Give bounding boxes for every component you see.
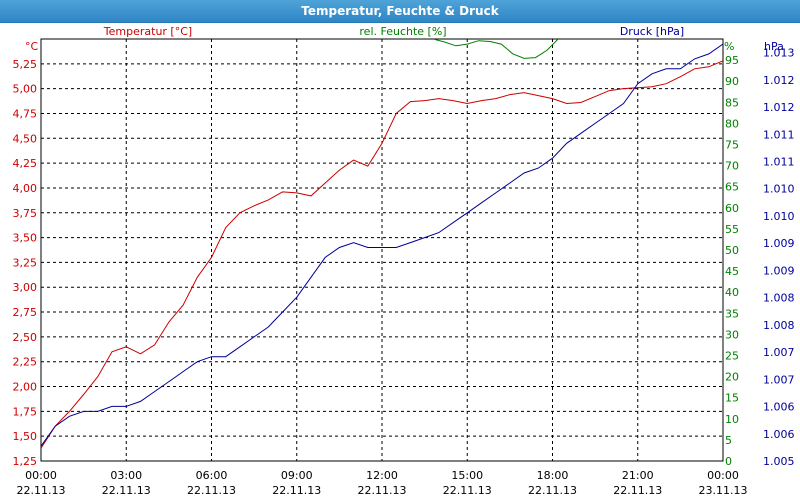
x-tick-date: 22.11.13 [272,484,321,497]
x-tick-time: 09:00 [281,469,313,482]
x-tick-time: 06:00 [196,469,228,482]
y-left-unit: °C [25,40,39,53]
x-tick-time: 18:00 [537,469,569,482]
y-right-tick: 1.011 [763,156,795,169]
y-mid-tick: 30 [725,328,739,341]
y-left-tick: 3,50 [13,232,38,245]
x-tick-date: 22.11.13 [443,484,492,497]
pressure-line [41,43,723,447]
y-right-tick: 1.012 [763,101,795,114]
y-mid-tick: 45 [725,265,739,278]
y-left-tick: 4,75 [13,107,38,120]
y-mid-tick: 85 [725,96,739,109]
y-mid-tick: 95 [725,54,739,67]
x-tick-date: 22.11.13 [528,484,577,497]
plot-area [40,38,724,462]
y-mid-tick: 75 [725,139,739,152]
title-bar: Temperatur, Feuchte & Druck [0,0,800,23]
x-tick-time: 21:00 [622,469,654,482]
y-right-tick: 1.013 [763,47,795,60]
y-right-tick: 1.011 [763,128,795,141]
y-right-tick: 1.009 [763,237,795,250]
legend-pressure: Druck [hPa] [620,25,684,38]
x-tick-time: 03:00 [110,469,142,482]
y-left-tick: 2,50 [13,331,38,344]
temperature-line [41,60,723,449]
x-tick-date: 22.11.13 [358,484,407,497]
y-left-tick: 5,25 [13,58,38,71]
x-tick-date: 23.11.13 [699,484,748,497]
x-tick-date: 22.11.13 [102,484,151,497]
y-mid-tick: 20 [725,371,739,384]
y-mid-tick: 35 [725,307,739,320]
y-left-tick: 1,75 [13,405,38,418]
y-mid-tick: 40 [725,286,739,299]
y-mid-tick: 65 [725,181,739,194]
y-mid-tick: 70 [725,160,739,173]
y-left-tick: 4,00 [13,182,38,195]
y-right-tick: 1.007 [763,346,795,359]
y-mid-tick: 50 [725,244,739,257]
y-mid-tick: 15 [725,392,739,405]
y-left-tick: 3,25 [13,256,38,269]
y-right-tick: 1.010 [763,183,795,196]
y-mid-tick: 5 [725,434,732,447]
y-left-tick: 3,75 [13,207,38,220]
x-tick-time: 15:00 [451,469,483,482]
y-right-unit: hPa [764,40,784,53]
y-left-tick: 5,00 [13,83,38,96]
y-right-tick: 1.009 [763,264,795,277]
y-mid-tick: 80 [725,117,739,130]
x-tick-time: 00:00 [707,469,739,482]
y-mid-tick: 60 [725,202,739,215]
y-left-tick: 2,25 [13,356,38,369]
y-right-tick: 1.006 [763,401,795,414]
y-right-tick: 1.007 [763,373,795,386]
y-right-tick: 1.006 [763,428,795,441]
y-mid-tick: 25 [725,350,739,363]
y-mid-unit: % [724,40,734,53]
y-right-tick: 1.012 [763,74,795,87]
x-tick-date: 22.11.13 [17,484,66,497]
y-right-tick: 1.010 [763,210,795,223]
y-left-tick: 1,50 [13,430,38,443]
x-tick-time: 12:00 [366,469,398,482]
legend-temperature: Temperatur [°C] [103,25,192,38]
y-left-tick: 2,00 [13,381,38,394]
y-mid-tick: 10 [725,413,739,426]
y-right-tick: 1.008 [763,319,795,332]
y-left-tick: 4,25 [13,157,38,170]
window-title: Temperatur, Feuchte & Druck [301,4,499,18]
y-mid-tick: 90 [725,75,739,88]
y-left-tick: 2,75 [13,306,38,319]
x-tick-date: 22.11.13 [187,484,236,497]
y-left-tick: 1,25 [13,455,38,468]
y-right-tick: 1.005 [763,455,795,468]
y-left-tick: 3,00 [13,281,38,294]
x-tick-date: 22.11.13 [613,484,662,497]
y-left-tick: 4,50 [13,132,38,145]
humidity-line [433,39,559,59]
legend-humidity: rel. Feuchte [%] [359,25,446,38]
x-tick-time: 00:00 [25,469,57,482]
y-mid-tick: 0 [725,455,732,468]
y-mid-tick: 55 [725,223,739,236]
y-right-tick: 1.008 [763,292,795,305]
